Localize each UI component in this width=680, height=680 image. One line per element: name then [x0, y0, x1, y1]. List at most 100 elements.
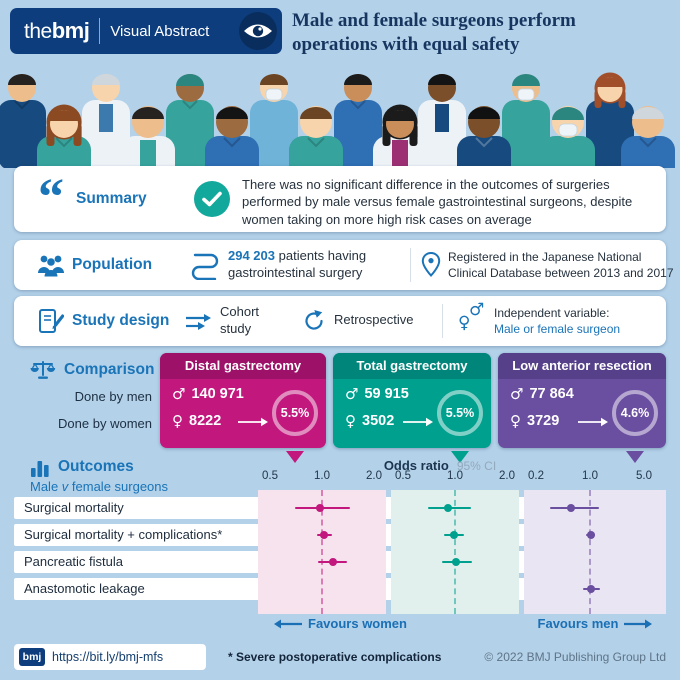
- arrow-to-rate-icon: [578, 417, 608, 427]
- check-icon: [194, 181, 230, 217]
- location-pin-icon: [420, 251, 442, 283]
- or-dot: [315, 504, 324, 512]
- intestine-icon: [188, 250, 222, 285]
- men-count: ♂ 77 864: [510, 385, 574, 403]
- brand-label: Visual Abstract: [110, 22, 210, 40]
- or-dot: [450, 531, 459, 539]
- down-arrow-icon: [626, 451, 644, 463]
- gender-symbols-icon: ♂ ♀: [458, 300, 488, 338]
- men-count: ♂ 140 971: [172, 385, 244, 403]
- bar-chart-icon: [30, 458, 50, 483]
- women-rate-circle: 5.5%: [272, 390, 318, 436]
- brand-the: the: [24, 20, 52, 43]
- patient-count: 294 203: [228, 248, 275, 263]
- male-icon: ♂: [345, 385, 359, 403]
- down-arrow-icon: [286, 451, 304, 463]
- or-dot: [452, 558, 461, 566]
- summary-text: There was no significant difference in t…: [242, 177, 633, 227]
- or-dot: [329, 558, 338, 566]
- brand-wordmark: thebmj: [24, 18, 90, 44]
- cohort-arrows-icon: [184, 312, 212, 337]
- outcome-row-label: Surgical mortality + complications*: [24, 527, 223, 542]
- quote-icon: “: [38, 169, 64, 226]
- study-design-label: Study design: [72, 312, 170, 329]
- or-dot: [586, 585, 595, 593]
- reference-line: [589, 490, 591, 614]
- brand-bmj: bmj: [51, 18, 90, 43]
- tick-label: 0.2: [528, 470, 544, 482]
- title-line-2: operations with equal safety: [292, 33, 520, 55]
- footer-link[interactable]: https://bit.ly/bmj-mfs: [52, 650, 164, 664]
- registry-line2: Clinical Database between 2013 and 2017: [448, 266, 674, 281]
- ci-label: 95% CI: [456, 459, 497, 473]
- male-icon: ♂: [510, 385, 524, 403]
- men-count: ♂ 59 915: [345, 385, 409, 403]
- population-line2: gastrointestinal surgery: [228, 264, 363, 280]
- procedure-title: Total gastrectomy: [333, 353, 491, 379]
- or-dot: [566, 504, 575, 512]
- procedure-title: Low anterior resection: [498, 353, 666, 379]
- patient-count-rest: patients having: [278, 248, 367, 263]
- sublabel-pre: Male: [30, 479, 62, 494]
- tick-label: 2.0: [499, 470, 515, 482]
- population-text: 294 203 patients having gastrointestinal…: [228, 248, 366, 282]
- variable-line2: Male or female surgeon: [494, 322, 621, 337]
- design-divider: [442, 304, 443, 338]
- cohort-line1: Cohort: [220, 304, 260, 319]
- tick-label: 1.0: [582, 470, 598, 482]
- right-arrow-icon: [624, 619, 653, 628]
- population-label: Population: [72, 256, 153, 273]
- variable-text: Independent variable: Male or female sur…: [494, 305, 620, 337]
- favours-men-text: Favours men: [537, 616, 619, 631]
- logo-divider: [99, 18, 101, 44]
- registry-line1: Registered in the Japanese National: [448, 250, 642, 264]
- bmj-mini-logo: bmj: [19, 648, 45, 666]
- favours-women-text: Favours women: [308, 616, 407, 631]
- female-icon: ♀: [510, 412, 521, 430]
- down-arrow-icon: [451, 451, 469, 463]
- tick-label: 1.0: [447, 470, 463, 482]
- cohort-line2: study: [220, 320, 252, 336]
- female-icon: ♀: [172, 412, 183, 430]
- female-icon: ♀: [458, 313, 471, 333]
- tick-label: 1.0: [314, 470, 330, 482]
- footnote: * Severe postoperative complications: [228, 650, 442, 664]
- or-dot: [320, 531, 329, 539]
- population-icon: [36, 253, 66, 282]
- scales-icon: [30, 359, 56, 386]
- procedure-card: Distal gastrectomy ♂ 140 971 ♀ 8222 5.5%: [160, 353, 326, 448]
- reference-line: [454, 490, 456, 614]
- population-divider: [410, 248, 411, 282]
- comparison-label: Comparison: [64, 361, 155, 378]
- procedure-title: Distal gastrectomy: [160, 353, 326, 379]
- odds-ratio-label: Odds ratio: [383, 458, 449, 473]
- protocol-icon: [38, 308, 65, 340]
- registry-text: Registered in the Japanese National Clin…: [448, 249, 674, 281]
- odds-ratio-header: Odds ratio 95% CI: [310, 457, 570, 475]
- population-panel: Population 294 203 patients having gastr…: [14, 240, 674, 290]
- women-count: ♀ 3502: [345, 412, 395, 430]
- women-count: ♀ 3729: [510, 412, 560, 430]
- study-design-panel: Study design Cohort study Retrospective …: [14, 296, 666, 346]
- arrow-to-rate-icon: [403, 417, 433, 427]
- tick-label: 0.5: [262, 470, 278, 482]
- title-line-1: Male and female surgeons perform: [292, 10, 576, 31]
- male-icon: ♂: [469, 300, 485, 320]
- reference-line: [321, 490, 323, 614]
- outcomes-sublabel: Male v female surgeons: [30, 479, 168, 494]
- procedure-card: Low anterior resection ♂ 77 864 ♀ 3729 4.6%: [498, 353, 666, 448]
- retrospective-text: Retrospective: [334, 312, 414, 327]
- favours-women-label: Favours women: [258, 616, 423, 631]
- women-rate-circle: 4.6%: [612, 390, 658, 436]
- or-dot: [443, 504, 452, 512]
- tick-label: 2.0: [366, 470, 382, 482]
- outcome-row-label: Anastomotic leakage: [24, 581, 145, 596]
- footer-link-pill[interactable]: bmj https://bit.ly/bmj-mfs: [14, 644, 206, 670]
- left-arrow-icon: [274, 619, 303, 628]
- eye-icon: [239, 12, 277, 50]
- summary-label: Summary: [76, 190, 147, 207]
- page-title: Male and female surgeons perform operati…: [292, 9, 674, 57]
- male-icon: ♂: [172, 385, 186, 403]
- summary-panel: “ Summary There was no significant diffe…: [14, 166, 666, 232]
